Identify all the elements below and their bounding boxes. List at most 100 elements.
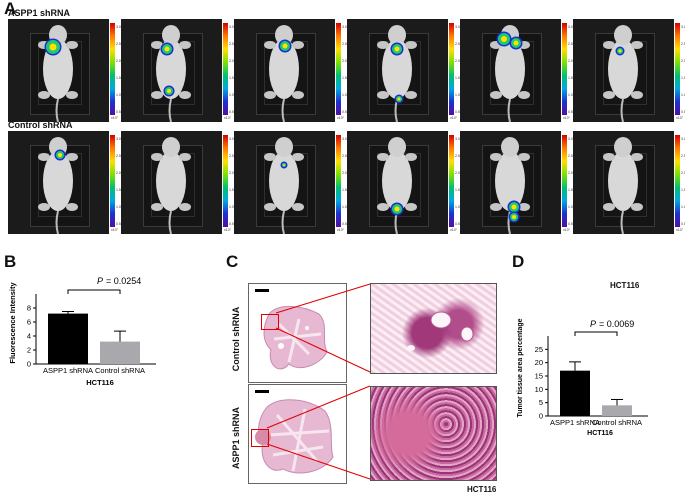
colorbar-scale [223,135,228,227]
colorbar-tick-label: 1.0 [455,205,460,209]
colorbar-tick-label: 2.5 [681,42,685,46]
colorbar-tick-label: 0.5 [681,110,685,114]
colorbar-tick-label: 1.5 [342,188,347,192]
bar [560,370,590,416]
colorbar-ticks: 3.0 2.5 2.0 1.5 1.0 0.5 [455,21,465,117]
colorbar-ticks: 3.0 2.5 2.0 1.5 1.0 0.5 [681,133,685,229]
ivis-row-aspp1: 3.0 2.5 2.0 1.5 1.0 0.5 x10⁷ 3.0 2.5 2.0 1.5 1.0 0.5… [8,19,685,122]
category-label: ASPP1 shRNA [43,366,93,375]
mouse-photo [460,19,561,122]
colorbar-scale [336,135,341,227]
chart-b-ylabel: Fluorescence Intensity [8,282,17,364]
colorbar-tick-label: 0.5 [342,110,347,114]
category-label: Control shRNA [592,418,642,427]
y-tick-label: 8 [27,304,31,313]
histo-overview-control [248,283,347,383]
colorbar-ticks: 3.0 2.5 2.0 1.5 1.0 0.5 [568,133,578,229]
panel-label-b: B [4,252,17,271]
mouse-photo [121,19,222,122]
mouse-photo [8,19,109,122]
colorbar-tick-label: 2.5 [568,42,573,46]
colorbar-tick-label: 1.5 [681,188,685,192]
colorbar-tick-label: 1.0 [455,93,460,97]
colorbar-ticks: 3.0 2.5 2.0 1.5 1.0 0.5 [229,133,239,229]
colorbar-tick-label: 3.0 [116,25,121,29]
mouse-photo [234,19,335,122]
colorbar-tick-label: 1.0 [229,205,234,209]
colorbar-tick-label: 3.0 [568,137,573,141]
colorbar-tick-label: 3.0 [229,137,234,141]
mouse-silhouette-icon [490,137,530,234]
y-tick-label: 0 [27,360,31,369]
colorbar-scale [223,23,228,115]
colorbar-tick-label: 2.0 [455,171,460,175]
colorbar-unit: x10⁷ [563,228,570,232]
ivis-mouse-image: 3.0 2.5 2.0 1.5 1.0 0.5 x10⁷ [347,19,460,122]
chart-d-p-value: = 0.0069 [599,319,634,329]
colorbar-tick-label: 2.5 [568,154,573,158]
colorbar-tick-label: 3.0 [455,25,460,29]
colorbar-tick-label: 1.0 [681,205,685,209]
significance-bracket [574,331,618,336]
chart-d-xlabel: HCT116 [587,430,613,437]
colorbar-tick-label: 2.0 [568,59,573,63]
histo-zoom-control [370,283,497,374]
colorbar-tick-label: 2.5 [455,42,460,46]
mouse-silhouette-icon [151,25,191,122]
colorbar-tick-label: 1.5 [568,188,573,192]
colorbar-tick-label: 0.5 [229,222,234,226]
ivis-mouse-image: 3.0 2.5 2.0 1.5 1.0 0.5 x10⁷ [573,19,685,122]
colorbar-unit: x10⁷ [450,228,457,232]
y-tick-label: 25 [535,345,543,354]
ivis-mouse-image: 3.0 2.5 2.0 1.5 1.0 0.5 x10⁷ [8,19,121,122]
colorbar-tick-label: 3.0 [681,25,685,29]
scale-bar [255,289,269,292]
colorbar-tick-label: 1.0 [342,93,347,97]
colorbar-tick-label: 2.5 [681,154,685,158]
colorbar-tick-label: 0.5 [681,222,685,226]
mouse-photo [347,19,448,122]
colorbar-tick-label: 2.0 [455,59,460,63]
chart-b-xlabel: HCT116 [86,378,114,387]
colorbar-tick-label: 1.0 [116,205,121,209]
zoom-detail-control [407,311,474,351]
colorbar-ticks: 3.0 2.5 2.0 1.5 1.0 0.5 [229,21,239,117]
colorbar-ticks: 3.0 2.5 2.0 1.5 1.0 0.5 [342,21,352,117]
colorbar-scale [449,23,454,115]
zoom-box-control [261,314,279,330]
mouse-photo [8,131,109,234]
colorbar-tick-label: 2.5 [455,154,460,158]
colorbar-tick-label: 1.0 [342,205,347,209]
mouse-silhouette-icon [377,25,417,122]
colorbar-tick-label: 1.0 [116,93,121,97]
ivis-mouse-image: 3.0 2.5 2.0 1.5 1.0 0.5 x10⁷ [460,19,573,122]
colorbar-tick-label: 3.0 [681,137,685,141]
colorbar-tick-label: 2.0 [116,171,121,175]
colorbar-ticks: 3.0 2.5 2.0 1.5 1.0 0.5 [116,21,126,117]
colorbar-tick-label: 1.5 [116,76,121,80]
colorbar-tick-label: 2.0 [342,171,347,175]
mouse-photo [573,19,674,122]
colorbar-tick-label: 2.5 [116,154,121,158]
mouse-silhouette-icon [151,137,191,234]
colorbar-tick-label: 1.5 [342,76,347,80]
colorbar-scale [110,135,115,227]
chart-d-ylabel: Tumor tissue area percentage [517,318,524,417]
y-tick-label: 0 [539,412,543,421]
y-tick-label: 15 [535,372,543,381]
colorbar-tick-label: 3.0 [342,25,347,29]
mouse-silhouette-icon [264,137,304,234]
mouse-photo [234,131,335,234]
colorbar-tick-label: 0.5 [342,222,347,226]
colorbar-unit: x10⁷ [111,228,118,232]
colorbar-unit: x10⁷ [450,116,457,120]
colorbar-tick-label: 1.0 [229,93,234,97]
colorbar-unit: x10⁷ [676,116,683,120]
colorbar-scale [110,23,115,115]
chart-d-title: HCT116 [610,281,640,290]
colorbar-scale [675,135,680,227]
y-tick-label: 20 [535,358,543,367]
mouse-silhouette-icon [603,137,643,234]
colorbar-tick-label: 0.5 [455,222,460,226]
